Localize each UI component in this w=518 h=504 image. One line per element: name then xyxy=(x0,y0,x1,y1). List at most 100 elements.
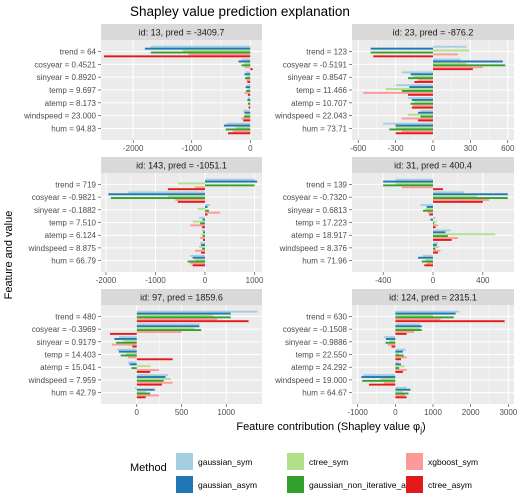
feature-tick-label: temp = 14.403 xyxy=(45,351,97,360)
shapley-bar xyxy=(202,248,205,250)
shapley-bar xyxy=(396,125,433,127)
shapley-bar xyxy=(137,320,249,322)
shapley-bar xyxy=(395,361,399,363)
legend-entry-label: xgboost_sym xyxy=(428,457,478,467)
shapley-bar xyxy=(396,84,433,86)
shapley-bar xyxy=(137,389,155,391)
shapley-bar xyxy=(248,103,250,105)
shapley-bar xyxy=(200,237,205,239)
shapley-bar xyxy=(123,340,136,342)
shapley-bar xyxy=(433,188,443,190)
shapley-bar xyxy=(195,186,205,188)
shapley-bar xyxy=(137,365,150,367)
shapley-bar xyxy=(247,88,250,90)
shapley-bar xyxy=(433,199,489,201)
shapley-bar xyxy=(383,123,433,125)
feature-tick-label: temp = 9.697 xyxy=(49,86,96,95)
shapley-bar xyxy=(418,112,433,114)
feature-tick-label: cosyear = 0.4521 xyxy=(34,60,96,69)
shapley-bar xyxy=(433,217,435,219)
legend-key xyxy=(287,476,304,493)
shapley-bar xyxy=(205,210,209,212)
x-tick-label: -600 xyxy=(350,144,367,153)
x-tick-label: 0 xyxy=(393,408,398,417)
facet-panel: id: 97, pred = 1859.6 trend = 480 cosyear … xyxy=(28,289,262,417)
shapley-bar xyxy=(137,378,171,380)
feature-tick-label: cosyear = -0.3969 xyxy=(32,325,97,334)
shapley-bar xyxy=(145,48,250,50)
shapley-bar xyxy=(242,59,251,61)
feature-tick-label: atemp = 15.041 xyxy=(40,363,96,372)
legend-entry-label: gaussian_asym xyxy=(198,480,257,490)
shapley-bar xyxy=(168,195,205,197)
feature-tick-label: atemp = 6.124 xyxy=(45,231,97,240)
shapley-bar xyxy=(108,193,205,195)
shapley-bar xyxy=(395,315,433,317)
shapley-bar xyxy=(205,181,257,183)
shapley-bar xyxy=(408,114,433,116)
shapley-bar xyxy=(389,128,433,130)
shapley-bar xyxy=(433,244,437,246)
shapley-bar xyxy=(373,55,433,57)
shapley-bar xyxy=(137,331,182,333)
shapley-bar xyxy=(422,261,433,263)
shapley-bar xyxy=(246,90,250,92)
shapley-bar xyxy=(380,378,395,380)
shapley-bar xyxy=(421,116,433,118)
shapley-bar xyxy=(224,125,250,127)
shapley-bar xyxy=(198,208,205,210)
shapley-bar xyxy=(395,331,414,333)
shapley-bar xyxy=(395,396,406,398)
shapley-bar xyxy=(131,367,136,369)
feature-tick-label: temp = 17.223 xyxy=(296,219,348,228)
shapley-bar xyxy=(395,355,403,357)
shapley-bar xyxy=(386,338,395,340)
shapley-bar xyxy=(137,316,231,318)
shapley-bar xyxy=(200,242,205,244)
shapley-bar xyxy=(243,110,250,112)
shapley-bar xyxy=(433,50,469,52)
x-tick-label: 400 xyxy=(476,276,490,285)
shapley-bar xyxy=(137,371,150,373)
shapley-bar xyxy=(137,323,200,325)
shapley-bar xyxy=(233,130,251,132)
x-tick-label: 0 xyxy=(431,144,436,153)
shapley-bar xyxy=(199,217,205,219)
shapley-bar xyxy=(395,313,455,315)
x-axis-label-close: ) xyxy=(422,421,426,433)
shapley-bar xyxy=(244,62,250,64)
shapley-bar xyxy=(226,128,251,130)
legend-key xyxy=(176,453,193,470)
shapley-bar xyxy=(433,248,435,250)
shapley-bar xyxy=(178,183,205,185)
shapley-bar xyxy=(242,118,251,120)
shapley-bar xyxy=(395,371,403,373)
shapley-bar xyxy=(412,99,433,101)
shapley-bar xyxy=(426,259,433,261)
shapley-bar xyxy=(384,382,395,384)
shapley-bar xyxy=(250,68,252,70)
feature-tick-label: atemp = 24.292 xyxy=(291,363,347,372)
feature-tick-label: sinyear = 0.8547 xyxy=(288,73,348,82)
shapley-bar xyxy=(203,219,205,221)
shapley-bar xyxy=(363,374,395,376)
legend-key xyxy=(287,453,304,470)
x-tick-label: -1000 xyxy=(182,144,203,153)
shapley-bar xyxy=(112,344,137,346)
shapley-bar xyxy=(369,384,395,386)
shapley-bar xyxy=(433,237,458,239)
shapley-bar xyxy=(433,221,437,223)
facet-strip-label: id: 13, pred = -3409.7 xyxy=(139,28,225,38)
shapley-bar xyxy=(423,210,433,212)
shapley-bar xyxy=(168,188,205,190)
chart-title: Shapley value prediction explanation xyxy=(130,4,350,19)
x-tick-label: 0 xyxy=(431,276,436,285)
shapley-bar xyxy=(245,114,250,116)
feature-tick-label: windspeed = 22.043 xyxy=(274,112,347,121)
x-tick-label: -2000 xyxy=(96,276,117,285)
facet-panel: id: 31, pred = 400.4trend = 139cosyear =… xyxy=(279,157,514,285)
shapley-bar xyxy=(247,81,250,83)
shapley-bar xyxy=(119,336,137,338)
shapley-bar xyxy=(433,62,467,64)
